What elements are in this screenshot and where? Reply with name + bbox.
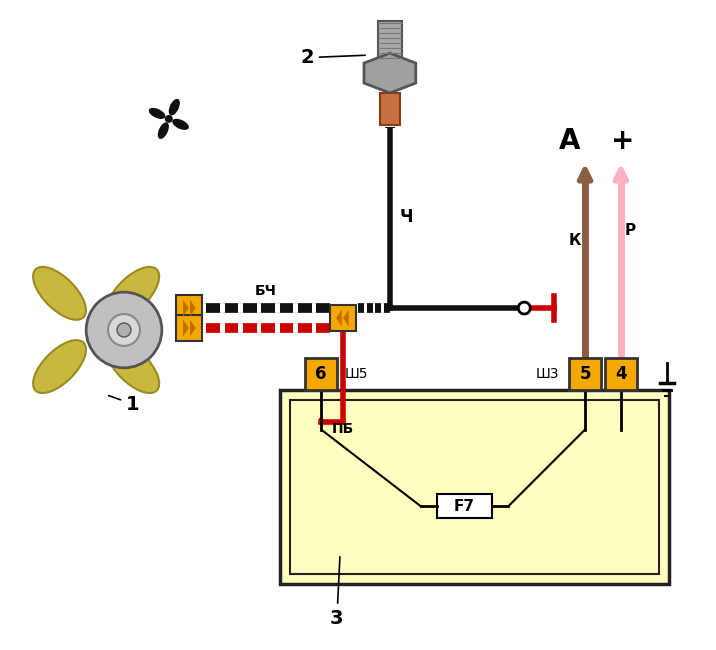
Bar bbox=[569, 358, 601, 390]
Ellipse shape bbox=[158, 122, 169, 139]
Polygon shape bbox=[183, 300, 189, 317]
Ellipse shape bbox=[173, 119, 189, 130]
Bar bbox=[437, 494, 493, 518]
Bar bbox=[176, 295, 202, 321]
Text: Ч: Ч bbox=[400, 209, 413, 226]
Text: +: + bbox=[611, 127, 634, 155]
Circle shape bbox=[518, 302, 531, 314]
Polygon shape bbox=[343, 310, 349, 326]
Bar bbox=[380, 93, 400, 125]
Circle shape bbox=[117, 323, 131, 337]
Text: ПБ: ПБ bbox=[332, 422, 354, 436]
Bar bbox=[281, 390, 669, 584]
Bar bbox=[330, 305, 356, 331]
Text: 4: 4 bbox=[615, 365, 626, 383]
Ellipse shape bbox=[33, 267, 86, 320]
Ellipse shape bbox=[106, 340, 159, 393]
Circle shape bbox=[108, 314, 140, 346]
Text: Р: Р bbox=[625, 223, 636, 238]
Circle shape bbox=[86, 292, 162, 368]
Text: 6: 6 bbox=[316, 365, 327, 383]
Polygon shape bbox=[190, 300, 195, 317]
Ellipse shape bbox=[106, 267, 159, 320]
Bar bbox=[290, 400, 659, 574]
Text: 3: 3 bbox=[330, 557, 344, 628]
Bar bbox=[605, 358, 637, 390]
Polygon shape bbox=[336, 310, 342, 326]
Polygon shape bbox=[190, 320, 195, 336]
Bar bbox=[305, 358, 337, 390]
Bar bbox=[176, 315, 202, 341]
Polygon shape bbox=[364, 53, 416, 93]
Text: 1: 1 bbox=[109, 395, 140, 413]
Bar bbox=[378, 21, 402, 63]
Ellipse shape bbox=[33, 340, 86, 393]
Text: F7: F7 bbox=[454, 499, 475, 514]
Text: 2: 2 bbox=[300, 48, 365, 67]
Ellipse shape bbox=[149, 108, 165, 119]
Ellipse shape bbox=[169, 99, 180, 116]
Polygon shape bbox=[183, 320, 189, 336]
Text: А: А bbox=[558, 127, 580, 155]
Text: К: К bbox=[569, 233, 581, 248]
Circle shape bbox=[165, 115, 173, 123]
Text: Ш3: Ш3 bbox=[536, 367, 559, 381]
Text: БЧ: БЧ bbox=[254, 284, 276, 298]
Text: Ш5: Ш5 bbox=[345, 367, 369, 381]
Text: 5: 5 bbox=[579, 365, 591, 383]
